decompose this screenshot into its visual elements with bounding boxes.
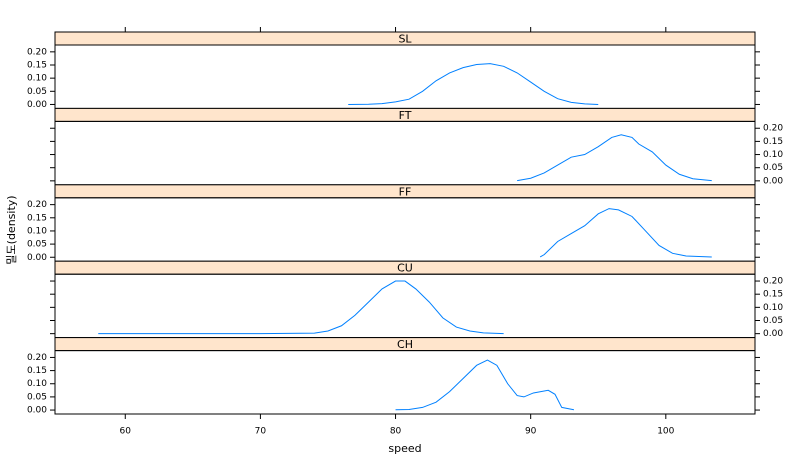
strip-label: CH <box>397 338 413 351</box>
y-tick-label: 0.15 <box>27 213 47 223</box>
y-tick-label: 0.05 <box>27 87 47 97</box>
y-tick-label: 0.00 <box>27 253 47 263</box>
y-tick-label: 0.15 <box>763 137 783 147</box>
density-line <box>348 63 599 105</box>
y-tick-label: 0.10 <box>27 74 47 84</box>
density-line <box>539 208 712 258</box>
panel <box>54 120 756 186</box>
y-tick-label: 0.20 <box>763 277 783 287</box>
x-axis-label: speed <box>388 442 421 455</box>
y-tick-label: 0.00 <box>27 406 47 416</box>
panel <box>54 350 756 415</box>
y-tick-label: 0.00 <box>763 176 783 186</box>
y-tick-label: 0.10 <box>763 150 783 160</box>
y-tick-label: 0.05 <box>763 316 783 326</box>
strip-label: FF <box>399 185 412 198</box>
y-tick-label: 0.15 <box>27 60 47 70</box>
y-tick-label: 0.20 <box>27 353 47 363</box>
x-tick-label: 70 <box>255 427 267 437</box>
panel <box>54 44 756 109</box>
y-tick-label: 0.20 <box>763 124 783 134</box>
y-tick-label: 0.15 <box>763 290 783 300</box>
x-tick-label: 90 <box>525 427 537 437</box>
y-tick-label: 0.05 <box>27 240 47 250</box>
x-tick-label: 60 <box>120 427 132 437</box>
density-line <box>98 280 504 335</box>
y-tick-label: 0.10 <box>763 303 783 313</box>
density-line <box>395 359 575 411</box>
y-tick-label: 0.05 <box>27 392 47 402</box>
y-tick-label: 0.15 <box>27 366 47 376</box>
y-tick-label: 0.10 <box>27 379 47 389</box>
x-tick-label: 100 <box>657 427 674 437</box>
y-tick-label: 0.05 <box>763 163 783 173</box>
y-tick-label: 0.20 <box>27 47 47 57</box>
panel <box>54 273 756 339</box>
panel <box>54 197 756 262</box>
y-tick-label: 0.00 <box>763 329 783 339</box>
y-tick-label: 0.20 <box>27 200 47 210</box>
y-axis-label: 밀도(density) <box>5 195 18 264</box>
x-tick-label: 80 <box>390 427 402 437</box>
strip-label: SL <box>398 33 412 46</box>
strip-label: CU <box>397 262 413 275</box>
strip-label: FT <box>399 109 412 122</box>
y-tick-label: 0.00 <box>27 100 47 110</box>
y-tick-label: 0.10 <box>27 226 47 236</box>
density-line <box>517 134 712 182</box>
